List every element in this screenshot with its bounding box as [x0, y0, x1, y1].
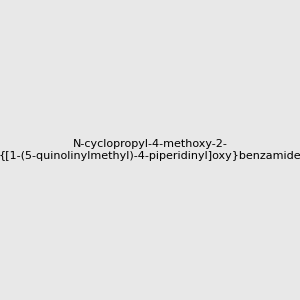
Text: N-cyclopropyl-4-methoxy-2-
{[1-(5-quinolinylmethyl)-4-piperidinyl]oxy}benzamide: N-cyclopropyl-4-methoxy-2- {[1-(5-quinol…: [0, 139, 300, 161]
